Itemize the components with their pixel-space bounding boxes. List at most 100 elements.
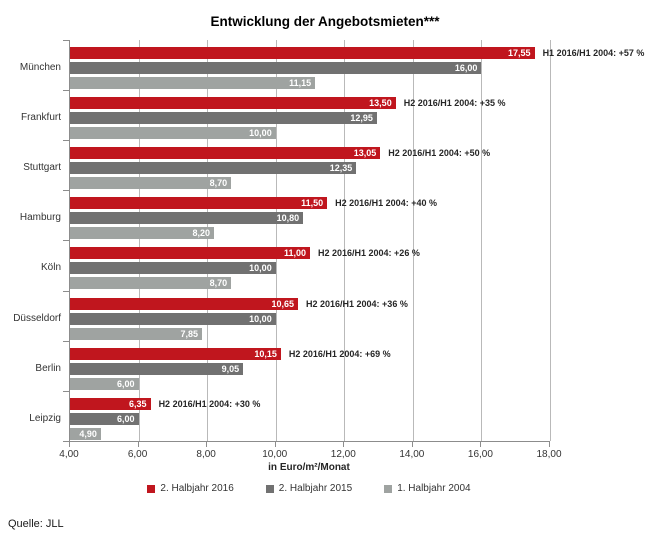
legend-swatch-2015 xyxy=(265,484,274,493)
x-axis-tick xyxy=(137,441,139,447)
bar-value-label: 10,00 xyxy=(249,263,272,274)
gridline xyxy=(207,40,209,441)
bar: 16,00 xyxy=(70,62,482,74)
legend-item-2004: 1. Halbjahr 2004 xyxy=(384,483,471,494)
growth-annotation: H2 2016/H1 2004: +35 % xyxy=(403,98,506,109)
growth-annotation: H2 2016/H1 2004: +26 % xyxy=(318,248,420,259)
bar-value-label: 6,00 xyxy=(117,413,135,424)
bar-value-label: 10,65 xyxy=(271,298,294,309)
x-axis-tick xyxy=(411,441,413,447)
bar-group: 17,55 16,00 11,15 H1 2016/H1 2004: +57 % xyxy=(70,40,644,90)
category-label: Stuttgart xyxy=(23,162,61,174)
y-axis-tick xyxy=(63,390,69,392)
bar: 10,00 xyxy=(70,127,276,140)
category-label: Frankfurt xyxy=(20,112,61,124)
y-axis-tick xyxy=(63,440,69,442)
bar-value-label: 8,70 xyxy=(209,278,228,289)
category-label: München xyxy=(19,62,61,73)
bar: 8,70 xyxy=(70,277,232,290)
bar-value-label: 10,00 xyxy=(249,128,272,139)
bar: 10,00 xyxy=(70,312,276,325)
bar-value-label: 17,55 xyxy=(508,48,531,58)
bar-group: 6,35 6,00 4,90 H2 2016/H1 2004: +30 % xyxy=(70,391,550,441)
x-axis-tick-label: 8,00 xyxy=(196,449,216,460)
bar-value-label: 11,50 xyxy=(301,198,324,209)
bar-group: 10,65 10,00 7,85 H2 2016/H1 2004: +36 % xyxy=(70,291,550,341)
bar: 11,50 xyxy=(70,197,328,210)
bar: 11,15 xyxy=(70,77,316,89)
bar-value-label: 6,00 xyxy=(117,378,135,389)
legend-label-2004: 1. Halbjahr 2004 xyxy=(397,483,471,494)
bar-value-label: 9,05 xyxy=(221,363,240,374)
bar-value-label: 13,50 xyxy=(369,98,392,109)
bar: 6,00 xyxy=(70,412,139,425)
legend-label-2016: 2. Halbjahr 2016 xyxy=(160,483,234,494)
bar-value-label: 8,20 xyxy=(192,228,210,239)
x-axis-tick-label: 12,00 xyxy=(330,449,356,460)
gridline xyxy=(138,40,140,441)
bar: 6,00 xyxy=(70,377,139,390)
growth-annotation: H2 2016/H1 2004: +50 % xyxy=(388,148,491,159)
bar-value-label: 11,15 xyxy=(289,78,312,88)
bar: 13,05 xyxy=(70,147,381,160)
bar-value-label: 10,80 xyxy=(276,213,300,224)
bar-value-label: 6,35 xyxy=(129,398,147,409)
x-axis-tick-label: 18,00 xyxy=(536,449,562,460)
legend-swatch-2016 xyxy=(147,484,156,493)
bar: 8,70 xyxy=(70,177,232,190)
x-axis-tick xyxy=(69,441,70,447)
x-axis-title: in Euro/m²/Monat xyxy=(268,462,350,473)
bar: 8,20 xyxy=(70,227,214,240)
category-label: Düsseldorf xyxy=(13,312,61,324)
bar-group: 11,00 10,00 8,70 H2 2016/H1 2004: +26 % xyxy=(70,240,550,290)
plot-area: 17,55 16,00 11,15 H1 2016/H1 2004: +57 % 13,… xyxy=(69,40,644,442)
bar-value-label: 10,00 xyxy=(249,313,272,324)
x-axis-tick xyxy=(206,441,208,447)
bar-group: 11,50 10,80 8,20 H2 2016/H1 2004: +40 % xyxy=(70,190,550,240)
bar: 9,05 xyxy=(70,362,244,375)
legend: 2. Halbjahr 2016 2. Halbjahr 2015 1. Hal… xyxy=(69,483,549,494)
x-axis-tick xyxy=(343,441,345,447)
bar: 4,90 xyxy=(70,427,101,440)
legend-item-2015: 2. Halbjahr 2015 xyxy=(265,483,353,494)
bar: 10,80 xyxy=(70,212,304,225)
category-label: Leipzig xyxy=(29,412,61,424)
growth-annotation: H1 2016/H1 2004: +57 % xyxy=(542,48,645,58)
gridline xyxy=(344,40,346,441)
bar: 10,15 xyxy=(70,347,281,360)
bar-group: 10,15 9,05 6,00 H2 2016/H1 2004: +69 % xyxy=(70,341,550,391)
y-axis-tick xyxy=(63,190,69,192)
bar: 11,00 xyxy=(70,247,310,260)
growth-annotation: H2 2016/H1 2004: +40 % xyxy=(335,198,437,209)
x-axis-tick-label: 10,00 xyxy=(262,449,288,460)
x-axis-tick-label: 6,00 xyxy=(127,449,148,460)
bar: 10,65 xyxy=(70,297,298,310)
y-axis-tick xyxy=(63,240,69,242)
bar: 12,35 xyxy=(70,162,357,175)
gridline xyxy=(550,40,551,441)
category-label: Hamburg xyxy=(19,212,61,224)
bar-value-label: 11,00 xyxy=(283,248,306,259)
category-label: Köln xyxy=(40,262,61,274)
bar: 10,00 xyxy=(70,262,276,275)
y-axis-tick xyxy=(63,90,69,92)
bar-group: 13,50 12,95 10,00 H2 2016/H1 2004: +35 % xyxy=(70,90,550,140)
bar: 17,55 xyxy=(70,47,535,59)
bar-value-label: 8,70 xyxy=(209,178,228,189)
x-axis-tick-label: 4,00 xyxy=(59,449,79,460)
y-axis-tick xyxy=(63,140,69,142)
growth-annotation: H2 2016/H1 2004: +36 % xyxy=(306,298,408,309)
y-axis-tick xyxy=(63,40,69,41)
x-axis-tick xyxy=(480,441,482,447)
bar-value-label: 12,95 xyxy=(350,113,373,124)
bar: 6,35 xyxy=(70,397,151,410)
bar-value-label: 10,15 xyxy=(254,348,277,359)
legend-label-2015: 2. Halbjahr 2015 xyxy=(278,483,353,494)
category-label: Berlin xyxy=(35,362,61,374)
growth-annotation: H2 2016/H1 2004: +69 % xyxy=(288,348,391,359)
bar-value-label: 12,35 xyxy=(329,163,353,174)
legend-swatch-2004 xyxy=(384,484,393,493)
bar-value-label: 13,05 xyxy=(353,148,377,159)
x-axis-tick-label: 16,00 xyxy=(467,449,493,460)
